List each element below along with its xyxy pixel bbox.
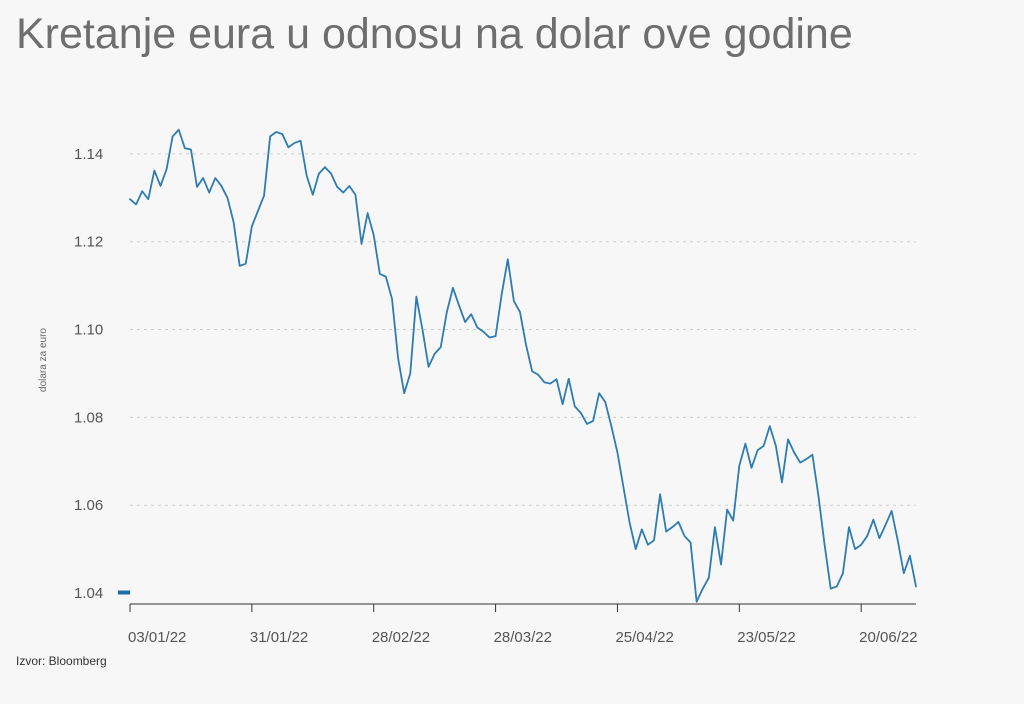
- source-note: Izvor: Bloomberg: [16, 654, 107, 668]
- y-axis-label: dolara za euro: [38, 328, 49, 392]
- chart-title: Kretanje eura u odnosu na dolar ove godi…: [16, 10, 853, 58]
- x-tick-label: 23/05/22: [737, 629, 795, 646]
- x-tick-label: 25/04/22: [615, 629, 673, 646]
- x-tick-label: 31/01/22: [250, 629, 308, 646]
- x-tick-label: 28/03/22: [494, 629, 552, 646]
- x-tick-label: 03/01/22: [128, 629, 186, 646]
- y-tick-label: 1.06: [74, 497, 103, 514]
- axis-marker: [118, 590, 130, 595]
- series-layer: [129, 128, 917, 603]
- series-line: [129, 128, 917, 603]
- y-tick-label: 1.04: [74, 585, 103, 602]
- axes: 1.04 1.06 1.08 1.10 1.12 1.14 03/01/22 31/01/22…: [74, 146, 918, 646]
- y-tick-label: 1.08: [74, 409, 103, 426]
- y-tick-label: 1.10: [74, 322, 103, 339]
- x-tick-label: 20/06/22: [859, 629, 917, 646]
- y-tick-label: 1.12: [74, 234, 103, 251]
- y-tick-label: 1.14: [74, 146, 103, 163]
- x-tick-label: 28/02/22: [372, 629, 430, 646]
